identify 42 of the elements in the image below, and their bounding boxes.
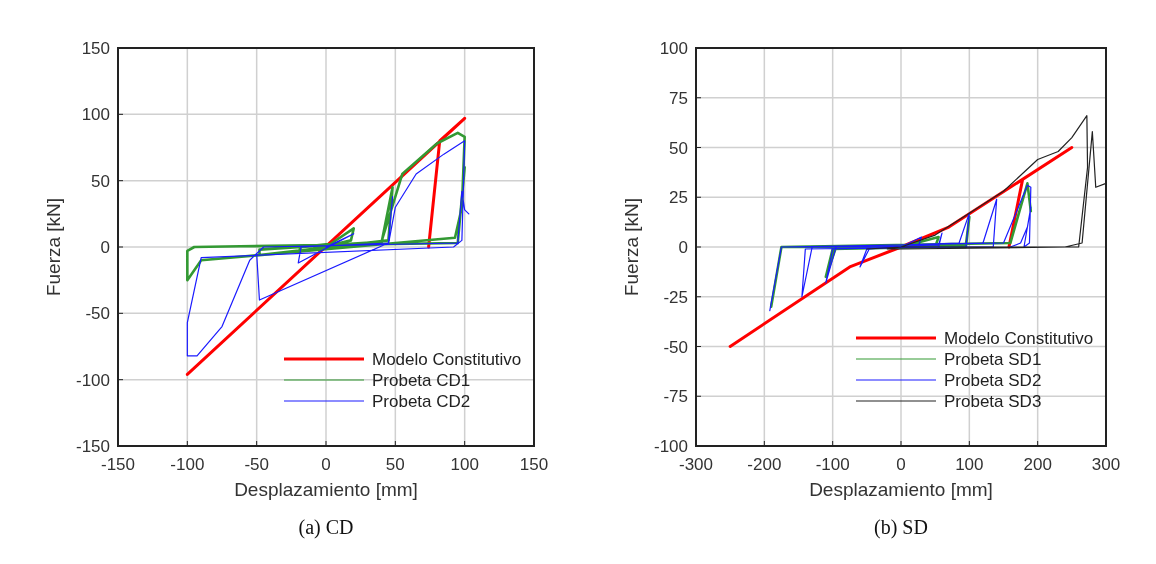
x-tick-label: 0 [321,455,331,474]
legend-label: Modelo Constitutivo [372,350,522,369]
text: (a) CD [298,516,354,539]
y-tick-label: 75 [669,88,688,108]
legend-label: Probeta SD1 [944,350,1042,369]
y-tick-label: 100 [81,105,110,125]
x-axis-title: Desplazamiento [mm] [809,479,993,500]
y-tick-label: -50 [85,304,110,324]
x-tick-label: -200 [747,455,782,474]
x-tick-label: 100 [450,455,479,474]
y-tick-label: 0 [678,238,688,257]
y-tick-label: -100 [75,370,110,390]
y-axis-title: Fuerza [kN] [621,197,642,297]
legend-label: Probeta SD3 [944,392,1042,411]
y-tick-label: 50 [91,171,110,191]
y-tick-label: 0 [100,238,110,257]
y-tick-label: 50 [669,138,688,158]
x-tick-label: 100 [955,455,984,474]
y-tick-label: 25 [669,188,688,208]
x-tick-label: 300 [1091,455,1121,474]
legend-label: Probeta SD2 [944,371,1042,390]
y-tick-label: 100 [659,39,688,58]
legend-label: Probeta CD1 [372,371,471,390]
y-tick-label: -50 [663,337,688,357]
legend-label: Modelo Constitutivo [944,329,1094,348]
legend-label: Probeta CD2 [372,392,471,411]
x-axis-title: Desplazamiento [mm] [234,479,418,500]
y-tick-label: -75 [663,387,688,407]
x-tick-label: -50 [244,455,269,474]
x-tick-label: 50 [385,455,405,474]
y-tick-label: 150 [81,39,110,58]
y-tick-label: -100 [653,437,688,456]
x-tick-label: 0 [896,455,906,474]
x-tick-label: -300 [678,455,714,474]
y-axis-title: Fuerza [kN] [43,197,64,297]
x-tick-label: 150 [519,455,549,474]
x-tick-label: -100 [170,455,205,474]
y-tick-label: -25 [663,287,688,307]
x-tick-label: 200 [1023,455,1052,474]
text: (b) SD [874,516,928,539]
y-tick-label: -150 [75,437,110,456]
x-tick-label: -100 [815,455,850,474]
